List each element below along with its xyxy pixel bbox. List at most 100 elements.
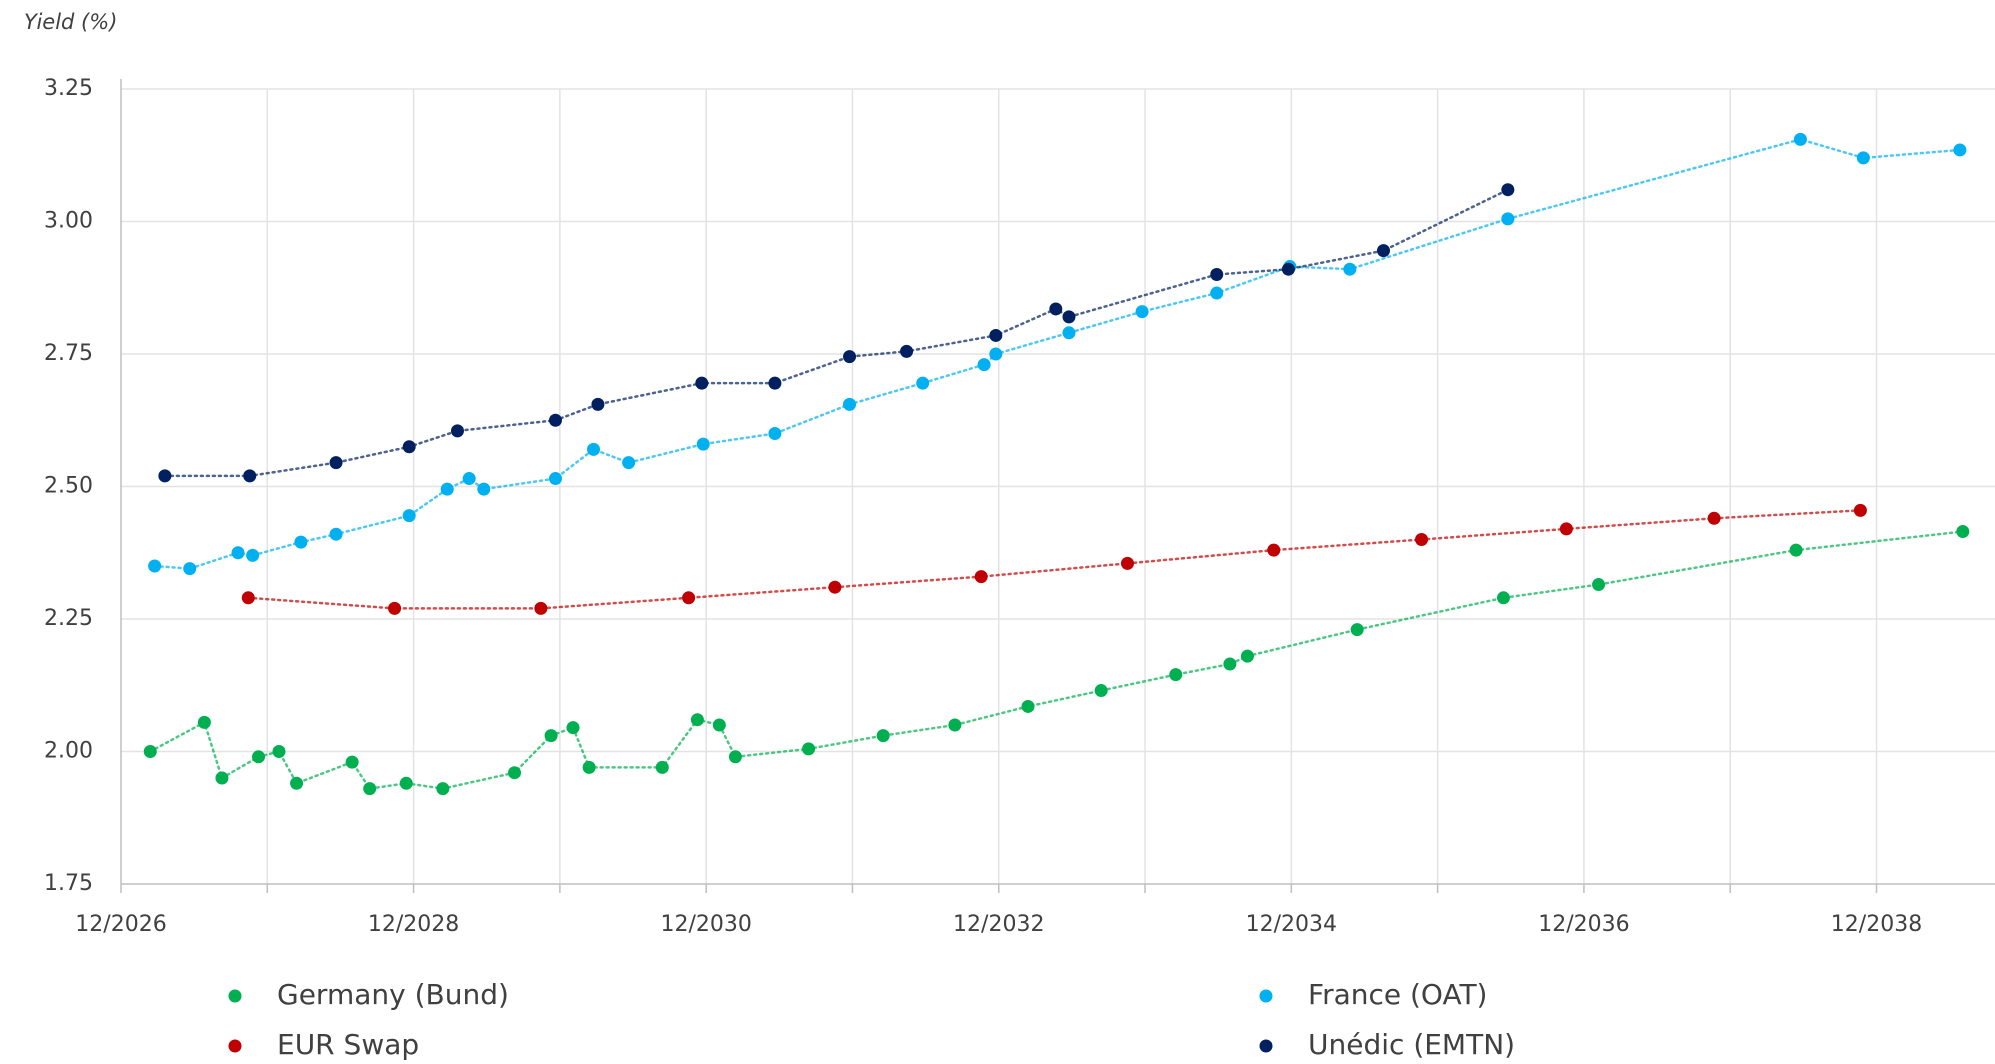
- data-point: [388, 601, 402, 615]
- data-point: [989, 347, 1003, 361]
- data-point: [1021, 699, 1035, 713]
- data-point: [1169, 668, 1183, 682]
- data-point: [329, 527, 343, 541]
- legend-marker: [228, 1039, 242, 1053]
- data-point: [1376, 244, 1390, 258]
- data-point: [591, 397, 605, 411]
- data-point: [1062, 326, 1076, 340]
- data-point: [1496, 591, 1510, 605]
- data-point: [1094, 684, 1108, 698]
- y-tick-label: 1.75: [44, 871, 93, 896]
- data-point: [1501, 183, 1515, 197]
- data-point: [252, 750, 266, 764]
- data-point: [363, 782, 377, 796]
- series-line: [163, 188, 1510, 478]
- data-point: [1062, 310, 1076, 324]
- data-point: [402, 509, 416, 523]
- legend-marker: [228, 989, 242, 1003]
- data-point: [828, 580, 842, 594]
- series-line: [247, 509, 1862, 610]
- legend-label: Germany (Bund): [277, 978, 509, 1011]
- data-point: [294, 535, 308, 549]
- data-point: [1281, 262, 1295, 276]
- data-point: [989, 328, 1003, 342]
- data-point: [508, 766, 522, 780]
- data-point: [241, 591, 255, 605]
- data-point: [876, 729, 890, 743]
- data-point: [158, 469, 172, 483]
- data-point: [1592, 578, 1606, 592]
- data-point: [1956, 525, 1970, 539]
- data-point: [1559, 522, 1573, 536]
- data-point: [290, 776, 304, 790]
- data-point: [1853, 503, 1867, 517]
- data-point: [1049, 302, 1063, 316]
- data-point: [534, 601, 548, 615]
- data-point: [548, 413, 562, 427]
- series-line: [153, 138, 1962, 570]
- y-tick-label: 2.25: [44, 606, 93, 631]
- data-point: [148, 559, 162, 573]
- data-point: [768, 427, 782, 440]
- data-point: [1210, 268, 1224, 281]
- x-tick-label: 12/2034: [1246, 912, 1337, 937]
- data-point: [548, 472, 562, 486]
- data-point: [712, 718, 726, 732]
- data-point: [143, 745, 157, 758]
- data-point: [440, 482, 454, 496]
- data-point: [1793, 132, 1807, 146]
- data-point: [682, 591, 696, 605]
- legend-label: Unédic (EMTN): [1308, 1028, 1515, 1061]
- data-point: [272, 745, 286, 758]
- data-point: [916, 376, 930, 390]
- y-tick-label: 2.00: [44, 739, 93, 764]
- y-tick-label: 3.00: [44, 209, 93, 234]
- x-tick-label: 12/2028: [368, 912, 459, 937]
- data-point: [345, 755, 359, 769]
- data-point: [544, 729, 558, 743]
- data-point: [1267, 543, 1281, 557]
- legend-label: EUR Swap: [277, 1028, 419, 1061]
- x-tick-label: 12/2026: [75, 912, 166, 937]
- data-point: [1707, 511, 1721, 525]
- data-point: [587, 442, 601, 456]
- y-tick-label: 2.50: [44, 474, 93, 499]
- data-point: [695, 376, 709, 390]
- x-tick-label: 12/2036: [1538, 912, 1629, 937]
- data-point: [622, 456, 636, 470]
- data-point: [843, 350, 857, 364]
- data-point: [1223, 657, 1237, 671]
- data-point: [1135, 305, 1149, 319]
- data-point: [1210, 286, 1224, 300]
- data-point: [1120, 556, 1134, 570]
- data-point: [1240, 649, 1254, 663]
- data-point: [1953, 143, 1967, 157]
- data-point: [477, 482, 491, 496]
- data-point: [231, 546, 245, 560]
- data-point: [197, 715, 211, 729]
- data-point: [436, 782, 450, 796]
- y-tick-label: 2.75: [44, 341, 93, 366]
- data-point: [329, 456, 343, 470]
- data-point: [215, 771, 229, 785]
- data-point: [582, 760, 596, 774]
- x-tick-label: 12/2030: [660, 912, 751, 937]
- data-point: [974, 570, 988, 584]
- data-point: [948, 718, 962, 732]
- data-point: [977, 358, 991, 372]
- x-tick-label: 12/2032: [953, 912, 1044, 937]
- data-point: [243, 469, 257, 483]
- data-point: [1789, 543, 1803, 557]
- x-tick-label: 12/2038: [1831, 912, 1922, 937]
- data-point: [566, 721, 580, 735]
- data-point: [728, 750, 742, 764]
- data-point: [246, 548, 260, 562]
- legend-marker: [1259, 989, 1273, 1003]
- data-point: [402, 440, 416, 454]
- data-point: [1350, 623, 1364, 637]
- data-point: [843, 397, 857, 411]
- legend-marker: [1259, 1039, 1273, 1053]
- data-point: [399, 776, 413, 790]
- data-point: [768, 376, 782, 390]
